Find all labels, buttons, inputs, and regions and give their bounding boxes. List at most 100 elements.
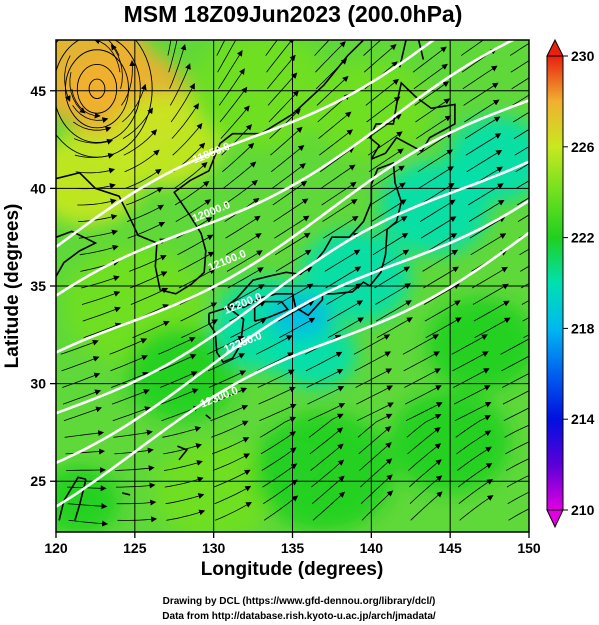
streamline — [310, 443, 344, 471]
streamline — [268, 90, 299, 123]
streamline — [81, 290, 121, 305]
streamline — [115, 465, 155, 472]
colorbar-tick-label: 218 — [571, 320, 595, 336]
streamline — [221, 124, 253, 156]
wind-streamlines — [56, 40, 529, 527]
streamline — [180, 302, 218, 322]
streamline — [220, 105, 250, 139]
streamline — [416, 115, 452, 139]
x-tick-label: 120 — [44, 540, 68, 556]
streamline — [259, 416, 297, 438]
streamline — [360, 458, 393, 488]
streamline — [500, 338, 529, 355]
streamline — [217, 40, 237, 73]
streamline — [316, 75, 349, 106]
y-tick-label: 35 — [30, 278, 46, 294]
streamline — [365, 78, 400, 106]
streamline — [361, 490, 394, 521]
streamline — [93, 40, 121, 73]
streamline — [158, 337, 196, 355]
streamline — [513, 128, 529, 139]
streamline — [322, 198, 358, 222]
streamline — [61, 356, 100, 372]
streamline — [263, 479, 298, 505]
streamline — [507, 491, 529, 505]
streamline — [75, 167, 116, 174]
streamline — [418, 166, 454, 189]
streamline — [420, 216, 457, 239]
streamline — [109, 338, 148, 355]
streamline — [369, 165, 405, 189]
colorbar-gradient — [546, 55, 564, 511]
streamline — [410, 491, 443, 521]
streamline — [110, 354, 148, 372]
streamline — [470, 233, 507, 256]
streamline — [218, 50, 243, 90]
streamline — [277, 283, 314, 305]
streamline — [76, 183, 116, 190]
colorbar-ticks: 230 226 222 218 214 210 — [563, 48, 595, 518]
streamline — [257, 369, 295, 388]
streamline — [274, 232, 311, 256]
streamline — [127, 221, 166, 239]
streamline — [501, 355, 529, 372]
streamline — [124, 149, 160, 173]
streamline — [211, 437, 250, 455]
streamline — [164, 476, 204, 488]
streamline — [170, 83, 195, 123]
streamline — [417, 149, 454, 173]
streamline — [520, 282, 529, 289]
streamline — [72, 105, 109, 123]
x-axis-label: Longitude (degrees) — [201, 559, 384, 580]
y-axis-label: Latitude (degrees) — [2, 204, 23, 369]
streamline — [327, 300, 364, 322]
streamline — [265, 40, 278, 56]
height-contour-line — [56, 231, 529, 508]
streamline — [256, 335, 293, 355]
streamline — [162, 426, 202, 438]
streamline — [263, 495, 299, 521]
streamline — [460, 40, 485, 56]
streamline — [326, 283, 363, 305]
streamline — [363, 44, 397, 73]
streamline — [403, 351, 440, 372]
coastline-segment — [177, 445, 189, 461]
streamline — [404, 368, 441, 388]
streamline — [178, 251, 215, 272]
streamline — [262, 463, 298, 488]
streamline — [260, 431, 297, 455]
coastline-segment — [58, 476, 87, 521]
streamline — [520, 265, 529, 272]
streamline — [319, 147, 355, 173]
streamline — [508, 508, 529, 521]
streamline — [515, 163, 529, 173]
x-tick-label: 150 — [517, 540, 541, 556]
streamline — [65, 448, 105, 455]
streamline — [469, 216, 506, 239]
streamline — [324, 249, 361, 272]
streamline — [370, 182, 406, 206]
height-contour-line — [56, 40, 517, 297]
height-contour-line — [56, 160, 529, 415]
streamline — [457, 462, 493, 488]
streamline — [225, 215, 261, 239]
coastline-segment — [122, 492, 131, 496]
streamline — [270, 126, 303, 156]
streamline — [258, 386, 296, 405]
colorbar: 230 226 222 218 214 210 — [546, 38, 595, 529]
streamline — [68, 519, 109, 527]
streamline — [259, 403, 297, 422]
streamline — [159, 371, 198, 388]
streamline — [83, 322, 122, 339]
streamline — [112, 406, 151, 422]
streamline — [171, 103, 199, 139]
streamline — [117, 516, 158, 523]
streamline — [505, 458, 529, 471]
streamline — [211, 420, 249, 438]
streamline — [69, 72, 86, 114]
streamline — [174, 180, 210, 206]
streamline — [132, 320, 170, 339]
streamline — [372, 232, 409, 256]
streamline — [278, 300, 315, 322]
streamline — [375, 283, 411, 305]
